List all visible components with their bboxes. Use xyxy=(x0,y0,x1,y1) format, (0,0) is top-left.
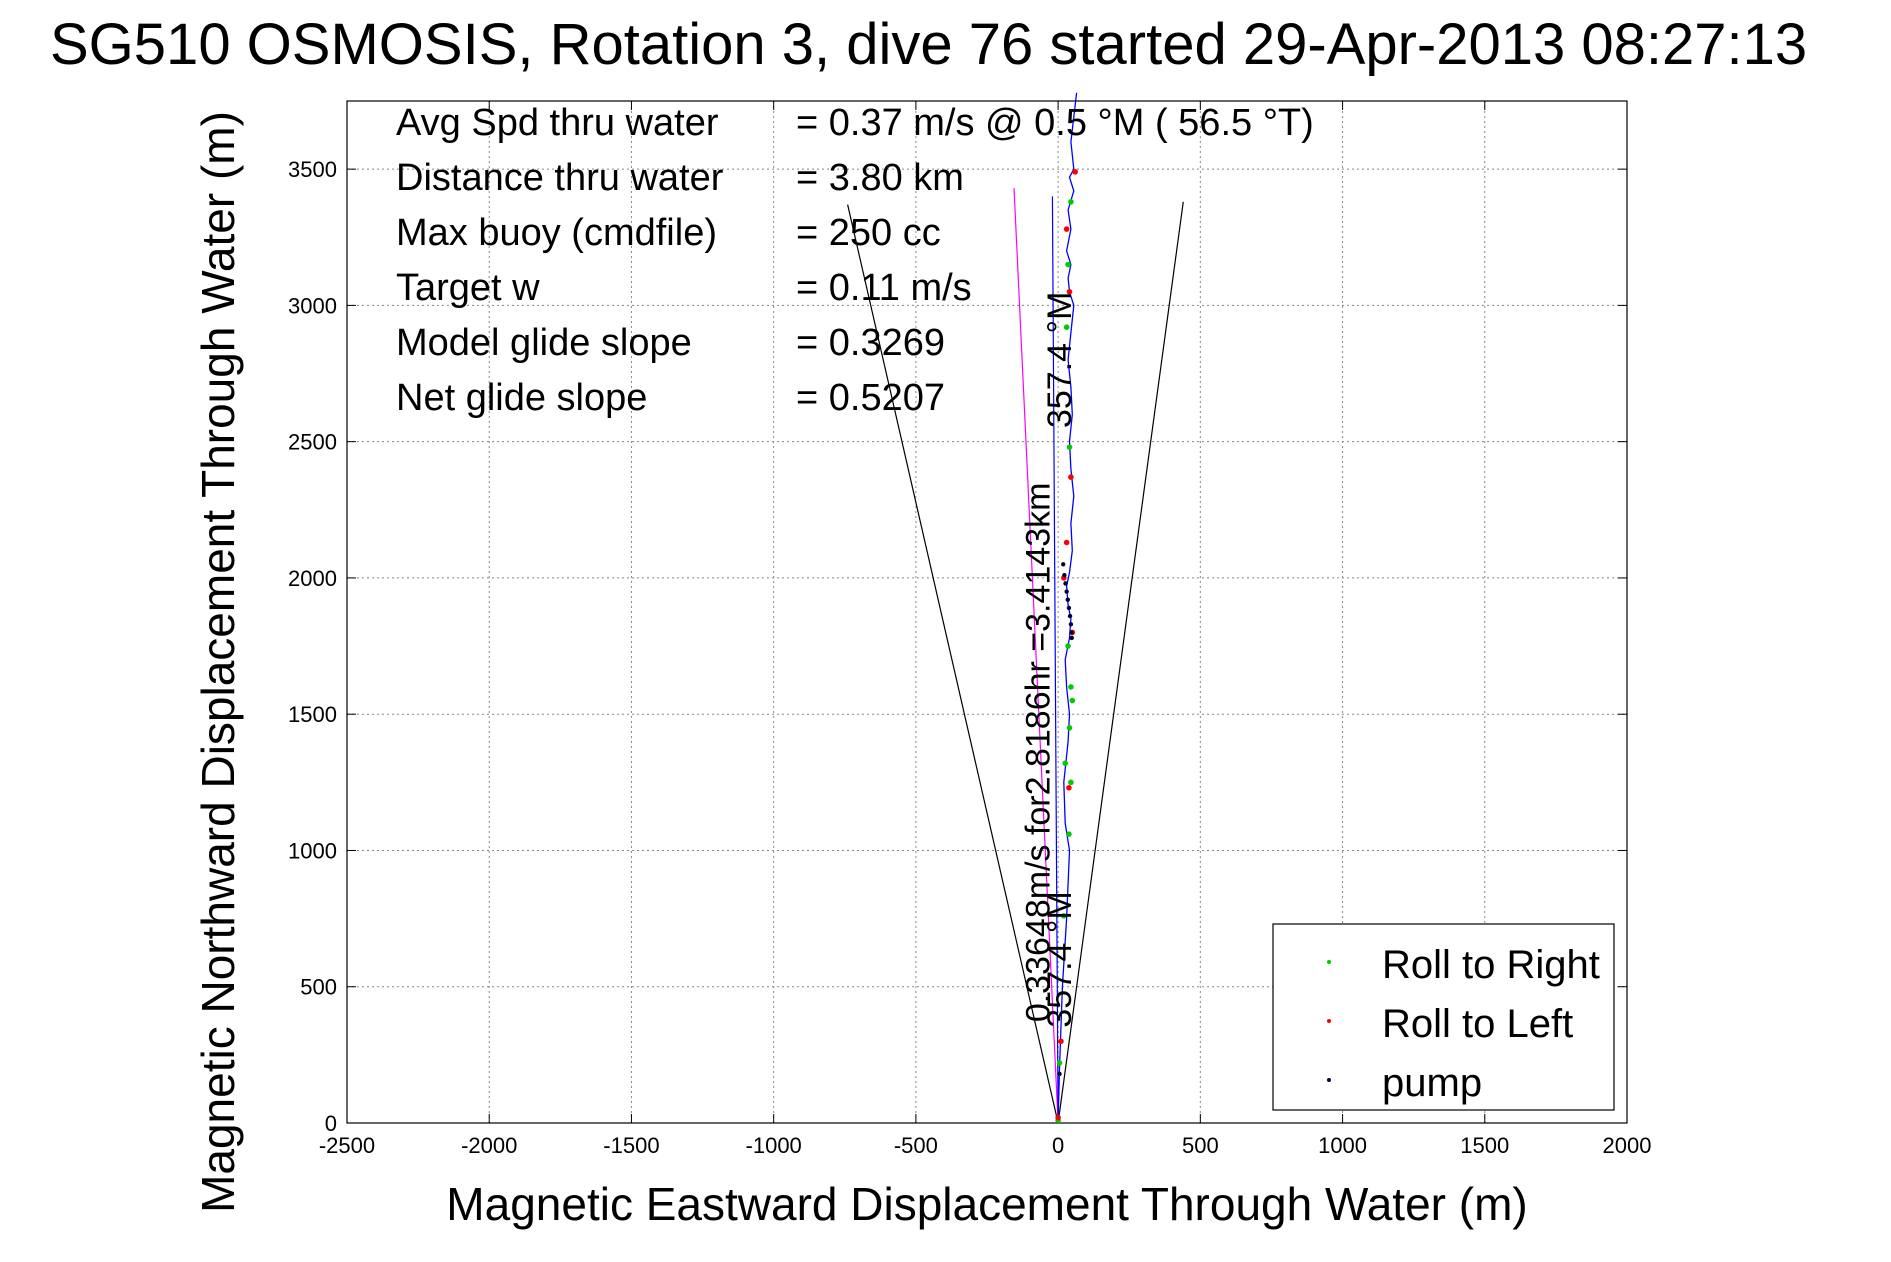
y-tick-label: 1000 xyxy=(288,838,337,863)
plot-area xyxy=(346,100,1628,1124)
pump-point xyxy=(1068,622,1074,627)
pump-point xyxy=(1067,613,1073,619)
legend-label-roll-to-left: Roll to Left xyxy=(1382,1002,1573,1046)
pump-point xyxy=(1061,562,1066,567)
y-tick-label: 0 xyxy=(325,1111,337,1136)
info-panel: Avg Spd thru water = 0.37 m/s @ 0.5 °M ( … xyxy=(396,102,1314,419)
y-tick-label: 1500 xyxy=(288,702,337,727)
legend-label-pump: pump xyxy=(1382,1061,1482,1105)
pump-point xyxy=(1063,581,1068,586)
dive-track-layer xyxy=(1057,92,1078,1124)
x-axis-label: Magnetic Eastward Displacement Through W… xyxy=(446,1178,1527,1230)
roll-to-left-point xyxy=(1072,169,1078,175)
info-value: = 3.80 km xyxy=(796,157,964,199)
info-label: Max buoy (cmdfile) xyxy=(396,212,717,254)
reference-lines xyxy=(847,188,1184,1124)
info-value: = 0.11 m/s xyxy=(796,267,972,309)
cone-right-line xyxy=(1057,201,1184,1124)
dive-track-line xyxy=(1057,92,1078,1124)
legend-marker-pump xyxy=(1327,1078,1331,1082)
annotation-2: 357.4 °M xyxy=(1041,891,1079,1027)
axis-ticks: -2500 -2000 -1500 -1000 -500 0 500 1000 1500 2000… xyxy=(288,101,1651,1158)
roll-to-right-point xyxy=(1068,779,1074,786)
info-value: = 0.37 m/s @ 0.5 °M ( 56.5 °T) xyxy=(796,102,1314,144)
roll-to-left-point xyxy=(1063,539,1070,546)
pump-point xyxy=(1069,635,1074,641)
roll-to-right-point xyxy=(1066,444,1073,450)
info-label: Target w xyxy=(396,267,540,309)
blue-heading-line xyxy=(1051,196,1059,1124)
x-tick-label: 1500 xyxy=(1460,1133,1509,1158)
x-tick-label: -500 xyxy=(894,1133,938,1158)
data-points xyxy=(1055,169,1078,1124)
y-tick-label: 3500 xyxy=(288,157,337,182)
info-value: = 250 cc xyxy=(796,212,941,254)
y-tick-label: 2500 xyxy=(288,430,337,455)
roll-to-left-point xyxy=(1066,784,1072,791)
magenta-heading-line xyxy=(1013,188,1059,1124)
x-tick-label: 500 xyxy=(1182,1133,1219,1158)
roll-to-right-point xyxy=(1066,831,1072,837)
roll-to-right-point xyxy=(1063,324,1070,331)
x-tick-label: 1000 xyxy=(1318,1133,1367,1158)
pump-point xyxy=(1069,630,1074,635)
annotation-1: 0.33648m/s for2.8186hr =3.4143km xyxy=(1020,483,1058,1023)
chart-title: SG510 OSMOSIS, Rotation 3, dive 76 start… xyxy=(50,12,1807,77)
pump-point xyxy=(1066,605,1072,611)
info-label: Distance thru water xyxy=(396,157,724,199)
roll-to-right-point xyxy=(1065,643,1071,649)
annotation-3: 357.4 °M xyxy=(1041,292,1079,428)
roll-to-right-point xyxy=(1061,913,1067,919)
x-tick-label: 0 xyxy=(1052,1133,1064,1158)
y-tick-label: 500 xyxy=(300,975,337,1000)
y-axis-label: Magnetic Northward Displacement Through … xyxy=(192,111,244,1213)
legend-marker-roll-to-left xyxy=(1327,1019,1331,1023)
pump-point xyxy=(1065,597,1070,602)
roll-to-left-point xyxy=(1066,288,1073,295)
x-tick-label: 2000 xyxy=(1603,1133,1652,1158)
x-tick-label: -2000 xyxy=(461,1133,517,1158)
roll-to-left-point xyxy=(1058,1038,1064,1045)
roll-to-right-point xyxy=(1062,760,1069,767)
info-label: Net glide slope xyxy=(396,377,647,419)
legend-marker-roll-to-right xyxy=(1327,960,1331,964)
roll-to-right-point xyxy=(1056,1060,1063,1066)
x-tick-label: -1500 xyxy=(603,1133,659,1158)
x-tick-label: -2500 xyxy=(319,1133,375,1158)
info-label: Avg Spd thru water xyxy=(396,102,719,144)
roll-to-right-point xyxy=(1068,684,1074,690)
roll-to-right-point xyxy=(1065,261,1071,268)
roll-to-right-point xyxy=(1066,725,1073,731)
pump-point xyxy=(1057,1071,1062,1077)
x-tick-label: -1000 xyxy=(746,1133,802,1158)
roll-to-left-point xyxy=(1068,474,1074,480)
pump-point xyxy=(1064,589,1069,594)
info-value: = 0.5207 xyxy=(796,377,945,419)
cone-left-line xyxy=(847,204,1059,1124)
roll-to-right-point xyxy=(1069,697,1076,704)
legend-label-roll-to-right: Roll to Right xyxy=(1382,943,1600,987)
y-tick-label: 2000 xyxy=(288,566,337,591)
pump-point xyxy=(1062,573,1067,578)
roll-to-right-point xyxy=(1068,199,1074,205)
info-label: Model glide slope xyxy=(396,322,692,364)
y-tick-label: 3000 xyxy=(288,293,337,318)
roll-to-left-point xyxy=(1063,226,1070,232)
info-value: = 0.3269 xyxy=(796,322,945,364)
legend: Roll to Right Roll to Left pump xyxy=(1272,923,1615,1111)
roll-to-left-point xyxy=(1055,1114,1061,1121)
